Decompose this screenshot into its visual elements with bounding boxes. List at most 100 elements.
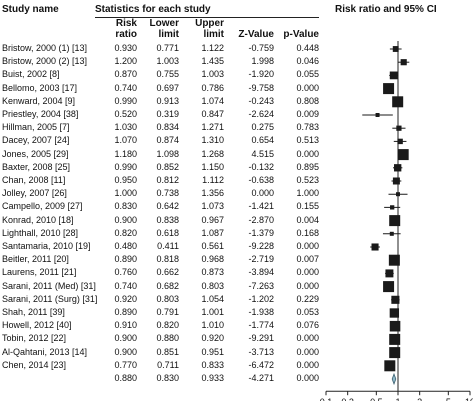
row-p-cell: 0.000 [296,346,319,357]
row-p-cell: 0.000 [296,359,319,370]
row-study-cell: Sarani, 2011 (Surg) [31] [2,293,98,304]
row-p-cell: 0.783 [296,122,319,133]
study-marker [375,113,380,117]
header-study-name: Study name [2,4,59,15]
x-tick-label: 1 [395,397,400,401]
row-upper-cell: 1.001 [201,307,224,317]
row-upper-cell: 0.786 [201,82,224,93]
row-rr-cell: 0.910 [114,320,137,331]
row-rr-cell: 1.000 [114,188,137,199]
row-lower-cell: 0.834 [156,122,179,133]
row-upper-cell: 0.561 [201,241,224,251]
row-z-cell: -2.719 [248,254,274,265]
row-z-cell: 0.654 [251,135,274,146]
header-upper-limit-line1: Upper [195,18,224,29]
row-rr-cell: 0.900 [114,346,137,357]
row-lower-cell: 0.682 [156,280,179,291]
row-upper-cell: 1.150 [201,161,224,172]
row-study-cell: Beitler, 2011 [20] [2,254,69,265]
row-upper-cell: 1.356 [201,188,224,199]
row-upper-cell: 0.833 [201,359,224,370]
row-study-cell: Priestley, 2004 [38] [2,109,79,119]
row-z-cell: -9.758 [248,82,274,93]
row-study-cell: Jolley, 2007 [26] [2,188,67,199]
row-upper-cell: 0.967 [201,214,224,225]
study-marker [396,125,402,131]
row-rr-cell: 1.180 [114,148,137,159]
row-lower-cell: 0.411 [157,241,179,251]
row-study-cell: Sarani, 2011 (Med) [31] [2,280,96,291]
study-marker [396,192,400,197]
summary-upper-cell: 0.933 [201,373,224,383]
row-lower-cell: 0.880 [156,333,179,344]
row-z-cell: -1.938 [248,307,274,317]
header-risk-ratio: Risk ratio [105,18,137,40]
row-z-cell: -1.774 [248,320,274,331]
row-rr-cell: 0.770 [114,359,137,370]
row-rr-cell: 1.030 [114,122,137,133]
x-tick-label: 10 [465,397,473,401]
row-upper-cell: 0.873 [201,267,224,278]
summary-p-cell: 0.000 [296,373,319,383]
row-upper-cell: 1.010 [201,320,224,331]
row-upper-cell: 1.122 [201,43,224,53]
header-risk-ratio-ci: Risk ratio and 95% CI [335,4,437,15]
row-p-cell: 0.513 [296,135,319,146]
row-lower-cell: 0.618 [156,227,179,238]
row-study-cell: Al-Qahtani, 2013 [14] [2,346,88,357]
row-rr-cell: 0.830 [114,201,137,212]
x-tick-label: 5 [446,397,451,401]
study-marker [394,164,402,172]
x-tick-label: 0.5 [370,397,383,401]
x-tick-label: 0.1 [320,397,333,401]
row-rr-cell: 1.200 [114,56,137,67]
row-upper-cell: 0.847 [201,109,224,119]
study-marker [389,215,401,227]
row-p-cell: 0.007 [296,254,319,265]
row-p-cell: 0.046 [296,56,319,67]
row-z-cell: -6.472 [248,359,274,370]
row-lower-cell: 1.098 [156,148,179,159]
header-stats-underline [95,17,319,18]
row-z-cell: -9.228 [248,241,274,251]
row-upper-cell: 1.003 [201,69,224,80]
row-p-cell: 0.895 [296,161,319,172]
row-lower-cell: 0.851 [156,346,179,357]
row-z-cell: -9.291 [248,333,274,344]
study-marker [371,243,379,251]
study-marker [383,281,395,293]
row-p-cell: 0.808 [296,95,319,106]
row-p-cell: 0.076 [296,320,319,331]
row-study-cell: Chan, 2008 [11] [2,175,66,185]
study-marker [389,231,394,236]
row-rr-cell: 0.870 [114,69,137,80]
row-lower-cell: 0.697 [156,82,179,93]
row-p-cell: 0.000 [296,82,319,93]
row-study-cell: Howell, 2012 [40] [2,320,72,331]
row-lower-cell: 0.319 [156,109,179,119]
x-tick-label: 0.2 [341,397,354,401]
row-study-cell: Dacey, 2007 [24] [2,135,70,146]
study-marker [389,71,398,80]
row-upper-cell: 1.054 [201,293,224,304]
row-z-cell: -3.713 [248,346,274,357]
pooled-diamond [391,372,397,386]
row-lower-cell: 0.838 [156,214,179,225]
row-z-cell: -3.894 [248,267,274,278]
row-rr-cell: 0.520 [114,109,137,119]
study-marker [392,46,399,52]
row-lower-cell: 0.874 [156,135,179,146]
study-marker [388,254,400,266]
row-rr-cell: 0.920 [114,293,137,304]
row-lower-cell: 0.662 [156,267,179,278]
row-z-cell: -1.421 [248,201,274,212]
row-p-cell: 0.229 [296,293,319,304]
row-rr-cell: 0.820 [114,227,137,238]
study-marker [389,333,401,345]
header-risk-ratio-line1: Risk [115,18,137,29]
header-upper-limit-line2: limit [203,29,224,40]
row-rr-cell: 0.900 [114,333,137,344]
row-z-cell: -2.624 [248,109,274,119]
row-rr-cell: 0.950 [114,175,137,185]
row-p-cell: 0.000 [296,148,319,159]
